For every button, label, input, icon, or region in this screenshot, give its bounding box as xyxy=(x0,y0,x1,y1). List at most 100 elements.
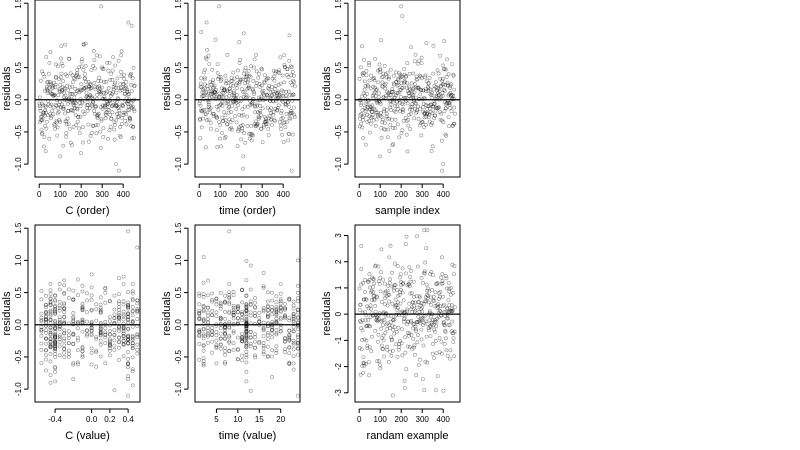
data-point xyxy=(62,97,67,102)
data-point xyxy=(365,279,370,284)
data-point xyxy=(198,117,203,121)
data-point xyxy=(413,85,418,90)
data-point xyxy=(389,314,394,318)
data-point xyxy=(82,72,87,76)
data-point xyxy=(422,125,426,130)
data-point xyxy=(291,367,296,372)
data-point xyxy=(53,339,58,344)
data-point xyxy=(422,269,427,274)
data-point xyxy=(224,88,229,93)
data-point xyxy=(408,96,413,101)
data-point xyxy=(364,101,369,106)
data-point xyxy=(406,282,411,286)
data-point xyxy=(44,319,48,324)
data-point xyxy=(390,348,395,353)
data-point xyxy=(361,71,366,75)
data-point xyxy=(414,373,419,378)
data-point xyxy=(402,316,407,321)
data-point xyxy=(77,131,82,136)
data-point xyxy=(427,113,432,117)
data-point xyxy=(256,110,261,115)
data-point xyxy=(284,94,288,98)
data-point xyxy=(270,89,275,94)
data-point xyxy=(253,321,257,326)
data-point xyxy=(228,89,233,94)
data-point xyxy=(387,90,391,95)
data-point xyxy=(398,75,403,80)
data-point xyxy=(259,126,264,131)
data-point xyxy=(248,329,253,334)
data-point xyxy=(291,338,296,343)
data-point xyxy=(238,99,243,104)
data-point xyxy=(54,118,59,123)
data-point xyxy=(279,88,284,93)
data-point xyxy=(396,106,401,111)
data-point xyxy=(388,243,393,248)
data-point xyxy=(268,117,273,122)
data-point xyxy=(432,319,437,324)
data-point xyxy=(407,345,412,350)
data-point xyxy=(130,282,135,287)
data-point xyxy=(197,317,202,322)
data-point xyxy=(431,322,436,327)
data-point xyxy=(281,94,286,99)
data-point xyxy=(81,125,85,130)
data-point xyxy=(41,72,46,76)
data-point xyxy=(394,91,399,95)
data-point xyxy=(439,255,444,260)
x-tick-label: 20 xyxy=(276,415,285,424)
data-point xyxy=(117,335,121,340)
data-point xyxy=(78,97,83,102)
data-point xyxy=(403,242,408,247)
data-point xyxy=(56,106,60,111)
data-point xyxy=(448,94,453,98)
data-point xyxy=(291,314,296,318)
data-point xyxy=(410,94,415,99)
data-point xyxy=(295,258,300,263)
data-point xyxy=(123,99,128,104)
data-point xyxy=(287,58,292,63)
data-point xyxy=(48,380,53,385)
data-point xyxy=(387,116,392,121)
data-point xyxy=(270,308,275,313)
data-point xyxy=(121,104,125,109)
data-point xyxy=(270,99,275,103)
y-tick-label: 0.5 xyxy=(174,61,183,73)
data-point xyxy=(83,64,88,68)
data-point xyxy=(432,116,437,121)
data-point xyxy=(201,309,206,314)
data-point xyxy=(112,328,117,333)
data-point xyxy=(126,303,131,308)
data-point xyxy=(103,322,108,327)
data-point xyxy=(265,312,270,317)
data-point xyxy=(130,298,135,303)
x-tick-label: 0.4 xyxy=(123,415,135,424)
data-point xyxy=(227,300,232,305)
data-point xyxy=(61,105,66,109)
data-point xyxy=(210,297,215,302)
data-point xyxy=(103,330,108,335)
data-point xyxy=(110,103,115,108)
data-point xyxy=(379,114,384,119)
data-point xyxy=(48,325,53,330)
data-point xyxy=(246,85,251,90)
data-point xyxy=(122,86,127,91)
data-point xyxy=(440,281,445,286)
data-point xyxy=(283,307,287,312)
data-point xyxy=(42,135,47,139)
data-point xyxy=(389,89,394,94)
data-point xyxy=(53,366,58,371)
data-point xyxy=(231,310,236,315)
data-point xyxy=(239,87,244,92)
data-point xyxy=(287,328,292,333)
data-point xyxy=(240,318,245,323)
data-point xyxy=(389,117,394,122)
data-point xyxy=(260,89,265,94)
data-point xyxy=(108,332,112,337)
data-point xyxy=(422,388,427,393)
data-point xyxy=(114,90,119,95)
data-point xyxy=(244,349,249,354)
data-point xyxy=(213,90,218,95)
data-point xyxy=(287,345,292,350)
data-point xyxy=(218,346,223,351)
